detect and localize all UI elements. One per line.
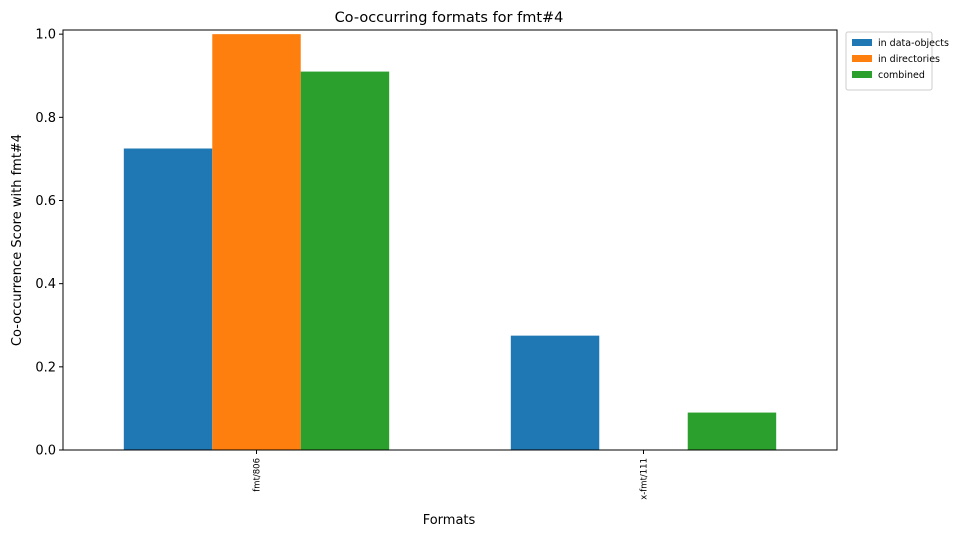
plot-area [123,34,777,450]
legend: in data-objects in directories combined [845,31,949,91]
legend-swatch [852,71,872,78]
x-tick-label: fmt/806 [253,458,263,492]
y-tick-label: 0.2 [35,360,56,375]
legend-label: combined [878,70,925,81]
bar-in-data-objects-fmt-806 [123,148,213,450]
y-tick-label: 1.0 [35,28,56,43]
bar-combined-x-fmt-111 [687,412,777,450]
y-tick-label: 0.4 [35,277,56,292]
bar-in-directories-fmt-806 [212,34,301,450]
bar-combined-fmt-806 [300,71,390,450]
bar-in-data-objects-x-fmt-111 [510,335,600,450]
legend-label: in directories [878,54,940,65]
x-axis-label: Formats [423,513,476,528]
x-tick-label: x-fmt/111 [640,458,650,500]
x-axis: fmt/806 x-fmt/111 [253,450,650,500]
y-tick-label: 0.6 [35,194,56,209]
y-axis: 0.0 0.2 0.4 0.6 0.8 1.0 [35,28,63,459]
y-tick-label: 0.0 [35,444,56,459]
legend-swatch [852,39,872,46]
y-axis-label: Co-occurrence Score with fmt#4 [10,134,25,346]
legend-swatch [852,55,872,62]
chart-title: Co-occurring formats for fmt#4 [335,10,564,26]
plot-frame [62,29,838,451]
y-tick-label: 0.8 [35,111,56,126]
legend-label: in data-objects [878,38,949,49]
